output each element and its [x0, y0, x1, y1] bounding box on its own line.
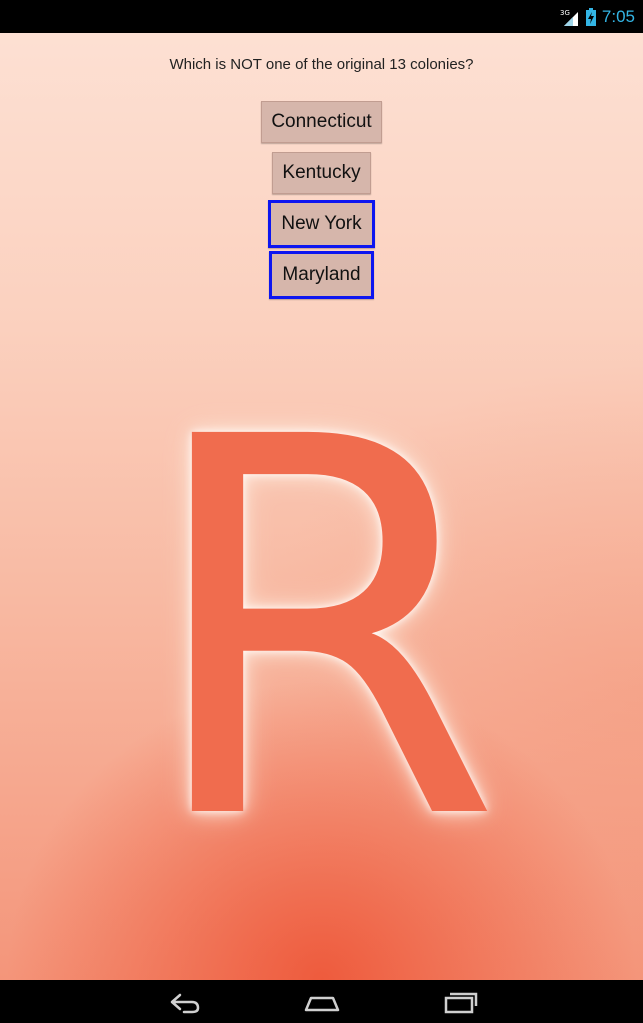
home-icon	[304, 996, 339, 1011]
recent-apps-icon	[444, 992, 477, 1013]
answer-button-maryland[interactable]: Maryland	[269, 251, 374, 299]
navigation-bar	[0, 980, 643, 1023]
network-type-label: 3G	[560, 9, 570, 17]
quiz-screen: Which is NOT one of the original 13 colo…	[0, 33, 643, 980]
status-icons: 3G 7:05	[560, 6, 635, 28]
answer-list: Connecticut Kentucky New York Maryland	[0, 101, 643, 305]
home-button[interactable]	[296, 987, 348, 1017]
answer-button-connecticut[interactable]: Connecticut	[261, 101, 382, 143]
status-bar: 3G 7:05	[0, 0, 643, 33]
back-icon	[170, 993, 199, 1013]
clock: 7:05	[601, 7, 635, 26]
question-text: Which is NOT one of the original 13 colo…	[169, 56, 474, 73]
signal-3g-icon: 3G	[560, 9, 578, 26]
recent-apps-button[interactable]	[434, 987, 486, 1017]
answer-button-new-york[interactable]: New York	[268, 200, 375, 248]
battery-charging-icon	[585, 8, 596, 26]
answer-button-kentucky[interactable]: Kentucky	[272, 152, 371, 194]
background-letter-graphic: R	[140, 328, 503, 934]
back-button[interactable]	[158, 987, 210, 1017]
